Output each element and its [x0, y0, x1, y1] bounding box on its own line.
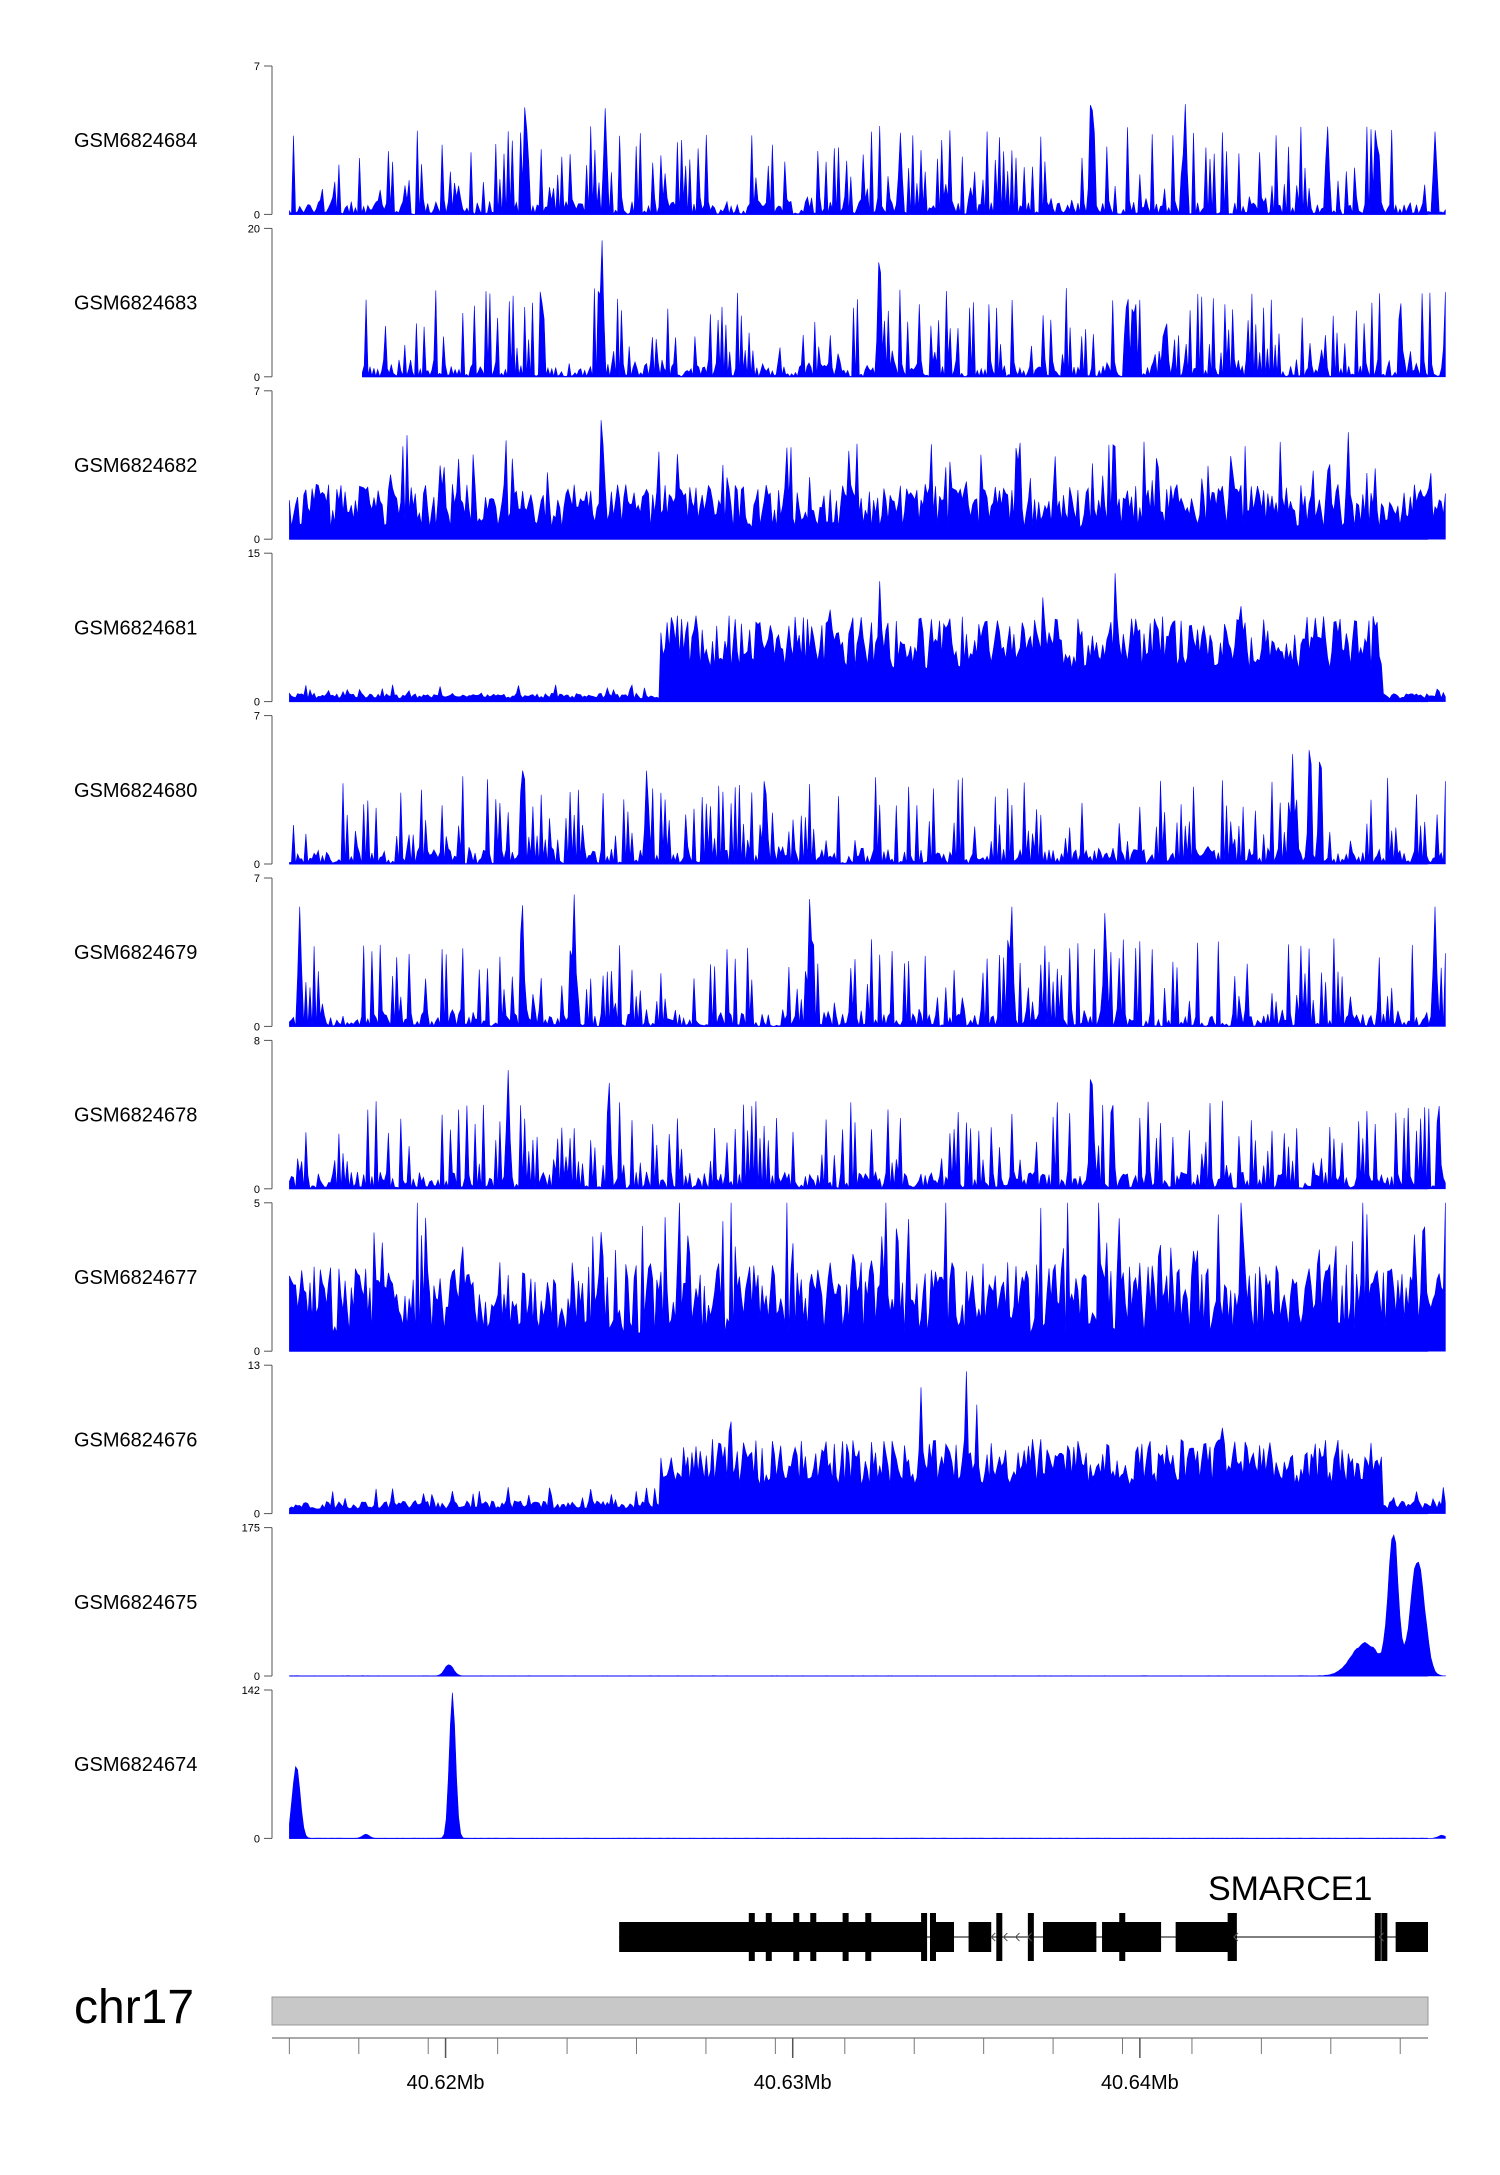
track-label: GSM6824674 [74, 1754, 197, 1776]
gene-exon-tall [748, 1913, 755, 1961]
gene-exon-block [968, 1922, 992, 1952]
track-label: GSM6824675 [74, 1592, 197, 1614]
track-signal-area [289, 104, 1446, 216]
gene-exon-tall [1374, 1913, 1381, 1961]
gene-strand-arrow [1026, 1932, 1032, 1942]
track-signal-area [289, 573, 1446, 702]
gene-strand-arrow [1002, 1932, 1008, 1942]
track-ymax-label: 7 [254, 873, 260, 885]
track-ymin-label: 0 [254, 372, 260, 384]
track-ymin-label: 0 [254, 209, 260, 221]
gene-exon-tall [865, 1913, 872, 1961]
gene-strand-arrow [1233, 1932, 1239, 1942]
track-signal-area [289, 1692, 1446, 1839]
gene-name-label: SMARCE1 [1208, 1870, 1373, 1908]
gene-exon-block [932, 1922, 955, 1952]
track-label: GSM6824676 [74, 1429, 197, 1451]
track-label: GSM6824680 [74, 780, 197, 802]
track-ymax-label: 13 [248, 1360, 260, 1372]
track-ymin-label: 0 [254, 697, 260, 709]
gene-exon-block [1042, 1922, 1097, 1952]
track-ymax-label: 5 [254, 1198, 260, 1210]
gene-strand-arrow [1014, 1932, 1020, 1942]
track-signal-area [289, 1534, 1446, 1677]
track-ymin-label: 0 [254, 1509, 260, 1521]
chromosome-bar [271, 1996, 1429, 2026]
gene-exon-tall [765, 1913, 772, 1961]
track-signal-area [289, 894, 1446, 1028]
chromosome-label: chr17 [74, 1981, 195, 2034]
gene-exon-block [1395, 1922, 1428, 1952]
track-label: GSM6824684 [74, 130, 197, 152]
track-ymax-label: 7 [254, 61, 260, 73]
track-signal-area [289, 420, 1446, 540]
track-ymin-label: 0 [254, 1833, 260, 1845]
track-label: GSM6824682 [74, 455, 197, 477]
track-ymax-label: 175 [242, 1523, 260, 1535]
track-label: GSM6824681 [74, 617, 197, 639]
track-ymin-label: 0 [254, 859, 260, 871]
track-ymin-label: 0 [254, 1021, 260, 1033]
gene-exon-tall [1381, 1913, 1388, 1961]
track-label: GSM6824679 [74, 942, 197, 964]
gene-exon-tall [996, 1913, 1003, 1961]
track-label: GSM6824678 [74, 1105, 197, 1127]
gene-exon-tall [1027, 1913, 1034, 1961]
gene-strand-arrow [990, 1932, 996, 1942]
track-ymin-label: 0 [254, 1184, 260, 1196]
track-ymin-label: 0 [254, 1346, 260, 1358]
track-signal-area [362, 240, 1446, 378]
gene-strand-arrow [1378, 1932, 1384, 1942]
x-tick-label: 40.62Mb [407, 2072, 485, 2094]
gene-exon-tall [929, 1913, 936, 1961]
track-ymin-label: 0 [254, 1671, 260, 1683]
track-signal-area [289, 750, 1446, 865]
track-signal-area [289, 1371, 1446, 1514]
gene-exon-tall [842, 1913, 849, 1961]
gene-exon-tall [810, 1913, 817, 1961]
track-ymax-label: 15 [248, 548, 260, 560]
track-ymax-label: 7 [254, 711, 260, 723]
gene-exon-block [1102, 1922, 1162, 1952]
track-label: GSM6824677 [74, 1267, 197, 1289]
track-ymax-label: 142 [242, 1685, 260, 1697]
gene-exon-tall [921, 1913, 928, 1961]
track-signal-area [289, 1202, 1446, 1352]
gene-exon-tall [1119, 1913, 1126, 1961]
track-ymin-label: 0 [254, 534, 260, 546]
x-tick-label: 40.63Mb [754, 2072, 832, 2094]
track-ymax-label: 8 [254, 1035, 260, 1047]
x-tick-label: 40.64Mb [1101, 2072, 1179, 2094]
gene-exon-tall [793, 1913, 800, 1961]
track-label: GSM6824683 [74, 293, 197, 315]
track-ymax-label: 7 [254, 386, 260, 398]
track-signal-area [289, 1070, 1446, 1190]
gene-exon-tall [1227, 1913, 1234, 1961]
track-ymax-label: 20 [248, 223, 260, 235]
gene-exon-block [1175, 1922, 1231, 1952]
